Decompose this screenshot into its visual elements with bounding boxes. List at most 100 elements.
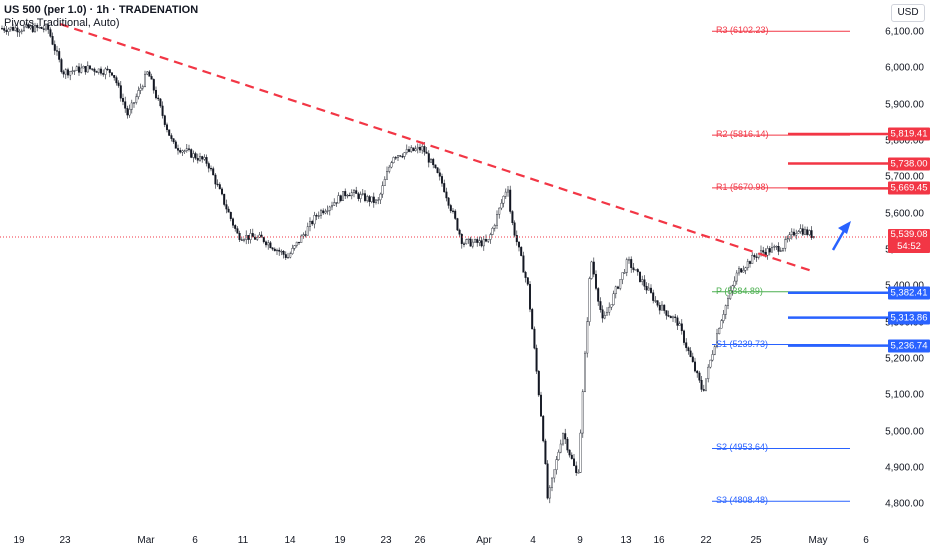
currency-button[interactable]: USD bbox=[891, 4, 925, 22]
candle-body bbox=[740, 268, 743, 273]
candle-body bbox=[176, 148, 179, 151]
candle-body bbox=[220, 188, 223, 195]
candle-body bbox=[449, 205, 452, 212]
time-axis-tick: 25 bbox=[750, 535, 762, 546]
candle-body bbox=[482, 239, 485, 247]
candle-body bbox=[69, 71, 72, 76]
candle-body bbox=[53, 44, 56, 51]
indicator-label[interactable]: Pivots Traditional, Auto) bbox=[4, 17, 120, 29]
candle-body bbox=[328, 206, 331, 211]
candle-body bbox=[804, 229, 807, 235]
price-axis-tick: 5,600.00 bbox=[885, 208, 924, 220]
candle-body bbox=[808, 230, 811, 235]
candle-body bbox=[478, 240, 481, 243]
candle-body bbox=[293, 245, 296, 249]
candle-body bbox=[198, 156, 201, 161]
candle-body bbox=[507, 189, 510, 193]
candle-body bbox=[531, 309, 534, 330]
price-axis-tick: 4,900.00 bbox=[885, 462, 924, 474]
candle-body bbox=[181, 150, 184, 153]
candle-body bbox=[454, 210, 457, 219]
candle-body bbox=[42, 28, 45, 30]
candle-body bbox=[784, 239, 787, 249]
candle-body bbox=[707, 366, 710, 380]
candle-body bbox=[18, 31, 21, 33]
candle-body bbox=[810, 230, 813, 238]
candle-body bbox=[564, 433, 567, 440]
candle-body bbox=[724, 305, 727, 315]
candle-body bbox=[1, 28, 4, 30]
candle-body bbox=[386, 171, 389, 180]
candle-body bbox=[775, 246, 778, 248]
candle-body bbox=[625, 259, 628, 273]
candle-body bbox=[551, 477, 554, 488]
candle-body bbox=[368, 196, 371, 202]
candle-body bbox=[361, 193, 364, 195]
candle-body bbox=[493, 225, 496, 229]
candle-body bbox=[95, 71, 98, 73]
candle-body bbox=[320, 210, 323, 216]
candle-body bbox=[603, 315, 606, 319]
trendline[interactable] bbox=[59, 22, 816, 274]
candle-body bbox=[5, 30, 8, 32]
candle-body bbox=[295, 241, 298, 246]
candle-body bbox=[196, 158, 199, 161]
candle-body bbox=[548, 487, 551, 499]
candle-body bbox=[427, 153, 430, 163]
candle-body bbox=[311, 221, 314, 225]
candle-body bbox=[62, 71, 65, 75]
candle-body bbox=[509, 189, 512, 212]
candle-body bbox=[412, 147, 415, 151]
candle-body bbox=[414, 148, 417, 151]
candle-body bbox=[335, 202, 338, 204]
candle-body bbox=[663, 304, 666, 311]
candle-body bbox=[405, 149, 408, 153]
candle-body bbox=[729, 290, 732, 299]
candle-body bbox=[777, 246, 780, 252]
candle-body bbox=[423, 146, 426, 153]
candle-body bbox=[661, 304, 664, 311]
candle-body bbox=[190, 149, 193, 158]
candle-body bbox=[231, 218, 234, 226]
candle-body bbox=[289, 253, 292, 258]
candle-body bbox=[617, 286, 620, 289]
candle-body bbox=[683, 330, 686, 343]
candle-body bbox=[504, 191, 507, 197]
candle-body bbox=[71, 70, 74, 72]
candle-body bbox=[586, 321, 589, 354]
candle-body bbox=[218, 184, 221, 190]
candle-body bbox=[755, 256, 758, 258]
candle-body bbox=[20, 30, 23, 32]
candle-body bbox=[172, 138, 175, 143]
candle-body bbox=[535, 347, 538, 372]
candle-body bbox=[99, 68, 102, 74]
candle-body bbox=[790, 231, 793, 235]
candle-body bbox=[161, 105, 164, 116]
candle-body bbox=[795, 233, 798, 236]
candle-body bbox=[174, 141, 177, 149]
candle-body bbox=[66, 69, 69, 76]
time-axis-tick: 4 bbox=[530, 535, 536, 546]
forecast-arrow bbox=[831, 221, 851, 251]
candle-body bbox=[287, 257, 290, 259]
candle-body bbox=[608, 306, 611, 313]
time-axis-tick: Apr bbox=[476, 535, 492, 546]
candle-body bbox=[474, 239, 477, 243]
time-axis-tick: 11 bbox=[237, 535, 249, 546]
level-badge: 5,313.86 bbox=[888, 311, 930, 325]
candle-body bbox=[619, 279, 622, 289]
candle-body bbox=[511, 211, 514, 224]
candle-body bbox=[370, 196, 373, 202]
time-axis-tick: 6 bbox=[863, 535, 869, 546]
candlestick-series bbox=[1, 21, 815, 504]
time-axis-tick: 19 bbox=[334, 535, 346, 546]
candle-body bbox=[229, 212, 232, 219]
candle-body bbox=[58, 51, 61, 60]
candle-body bbox=[705, 378, 708, 391]
candle-body bbox=[434, 164, 437, 168]
pivot-label: S3 (4808.48) bbox=[716, 495, 769, 506]
chart-header: US 500 (per 1.0) · 1h · TRADENATION Pivo… bbox=[4, 4, 198, 30]
candle-body bbox=[273, 248, 276, 252]
candle-body bbox=[463, 243, 466, 245]
